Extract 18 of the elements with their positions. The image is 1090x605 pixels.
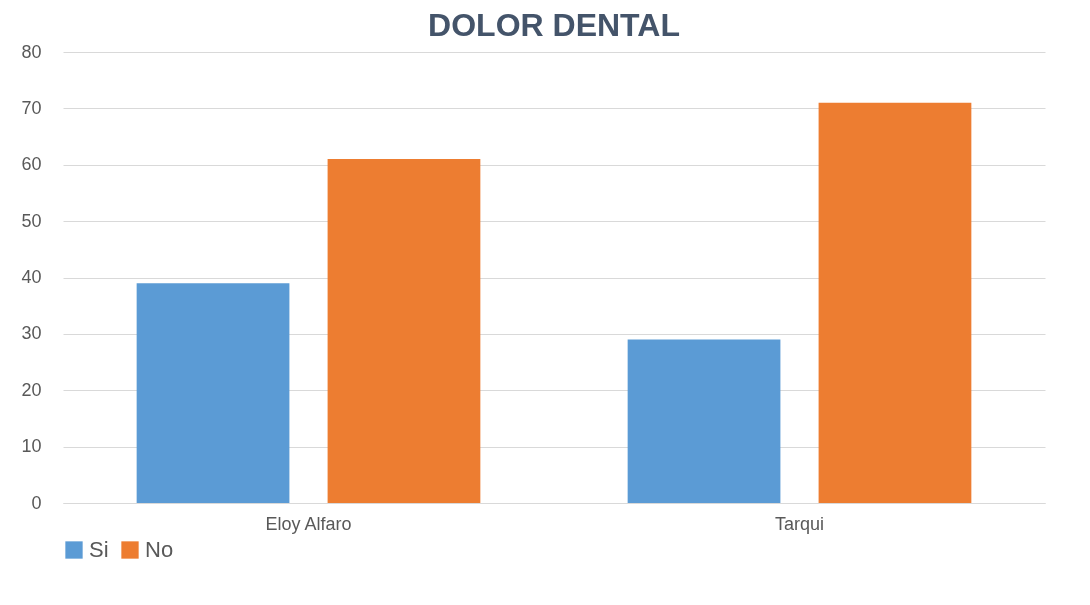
y-tick-label: 80 (21, 41, 42, 62)
y-tick-label: 20 (21, 379, 42, 400)
bar (627, 339, 781, 503)
y-tick-label: 70 (21, 97, 42, 118)
y-tick-label: 10 (21, 436, 42, 457)
y-tick-label: 40 (21, 267, 42, 287)
y-tick-label: 30 (21, 323, 42, 344)
bar (327, 159, 481, 503)
bar (136, 283, 290, 503)
y-tick-label: 50 (21, 210, 42, 231)
y-tick-label: 0 (31, 492, 42, 513)
legend-label: No (145, 537, 174, 562)
legend-label: Si (89, 537, 109, 562)
chart-title: DOLOR DENTAL (428, 7, 680, 43)
x-tick-label: Tarqui (774, 513, 825, 534)
bar (818, 102, 972, 503)
x-tick-label: Eloy Alfaro (265, 513, 352, 534)
y-tick-label: 60 (21, 154, 42, 175)
